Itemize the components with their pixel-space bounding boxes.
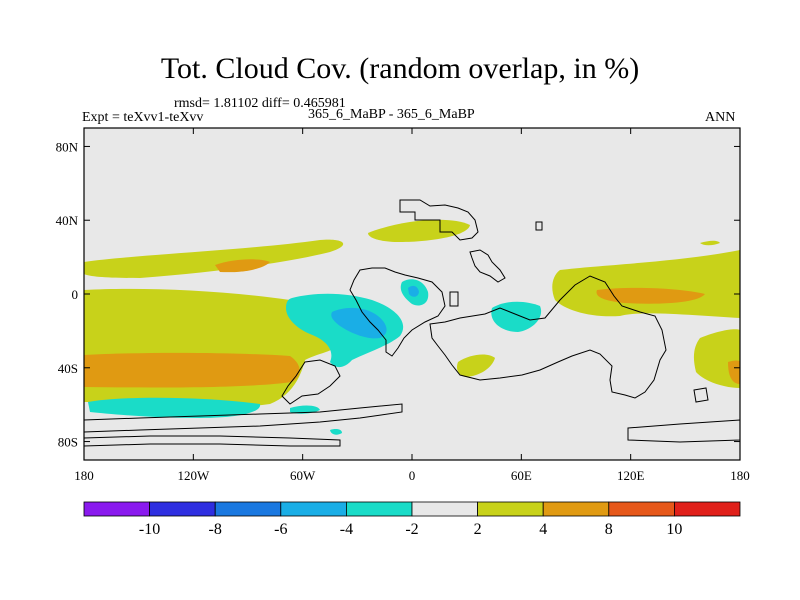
y-tick-label: 40N — [56, 213, 79, 228]
colorbar-label: 8 — [605, 521, 613, 538]
x-tick-label: 60W — [290, 468, 316, 483]
strong-positive-anomaly-region — [215, 259, 270, 273]
x-tick-label: 60E — [511, 468, 532, 483]
y-tick-label: 80S — [58, 435, 78, 450]
strong-positive-anomaly-region — [596, 287, 705, 304]
strong-positive-anomaly-region — [728, 360, 740, 384]
experiment-label: Expt = teXvv1-teXvv — [82, 110, 204, 125]
map-plot-area — [84, 128, 740, 460]
negative-anomaly-region — [330, 429, 342, 435]
colorbar-label: -4 — [340, 521, 353, 538]
x-tick-label: 0 — [409, 468, 416, 483]
positive-anomaly-region — [456, 354, 495, 377]
colorbar-label: -10 — [139, 521, 160, 538]
colorbar-label: 2 — [474, 521, 482, 538]
strong-positive-anomaly-region — [84, 352, 300, 388]
coastlines — [84, 199, 740, 447]
positive-anomaly-region — [700, 240, 720, 246]
colorbar-swatch — [608, 501, 675, 517]
map-title: Tot. Cloud Cov. (random overlap, in %) — [160, 52, 640, 85]
positive-anomaly-region — [84, 239, 344, 278]
y-tick-label: 40S — [58, 361, 78, 376]
colorbar-label: -2 — [405, 521, 418, 538]
colorbar-swatch — [280, 501, 347, 517]
colorbar-swatch — [674, 501, 741, 517]
colorbar-swatch — [83, 501, 150, 517]
colorbar: -10 -8 -6 -4 -2 2 4 8 10 — [83, 501, 741, 538]
strong-negative-anomaly-region — [408, 285, 419, 297]
y-axis: 80N 40N 0 40S 80S — [56, 139, 740, 450]
case-label: 365_6_MaBP - 365_6_MaBP — [308, 107, 475, 122]
strong-negative-anomaly-region — [331, 307, 387, 339]
season-label: ANN — [705, 110, 736, 125]
y-tick-label: 80N — [56, 139, 79, 154]
colorbar-swatch — [411, 501, 478, 517]
colorbar-label: -6 — [274, 521, 287, 538]
colorbar-label: 4 — [539, 521, 547, 538]
colorbar-label: -8 — [209, 521, 222, 538]
x-tick-label: 180 — [74, 468, 94, 483]
colorbar-swatch — [149, 501, 216, 517]
negative-anomaly-region — [88, 397, 261, 418]
colorbar-swatch — [477, 501, 544, 517]
x-axis: 180 120W 60W 0 60E 120E 180 — [74, 128, 750, 483]
positive-anomaly-region — [368, 219, 470, 242]
positive-anomaly-region — [552, 250, 740, 318]
colorbar-swatch — [345, 501, 413, 517]
x-tick-label: 180 — [730, 468, 750, 483]
y-tick-label: 0 — [72, 287, 79, 302]
negative-anomaly-region — [286, 293, 404, 368]
positive-anomaly-region — [693, 329, 740, 388]
colorbar-swatch — [214, 501, 282, 517]
x-tick-label: 120W — [177, 468, 210, 483]
x-tick-label: 120E — [617, 468, 645, 483]
negative-anomaly-region — [290, 405, 320, 414]
colorbar-swatch — [542, 501, 610, 517]
colorbar-label: 10 — [666, 521, 682, 538]
stats-label: rmsd= 1.81102 diff= 0.465981 — [174, 96, 346, 111]
